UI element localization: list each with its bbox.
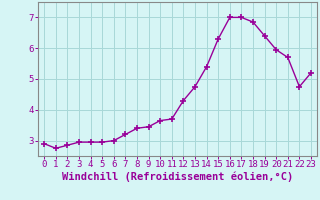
X-axis label: Windchill (Refroidissement éolien,°C): Windchill (Refroidissement éolien,°C) (62, 172, 293, 182)
